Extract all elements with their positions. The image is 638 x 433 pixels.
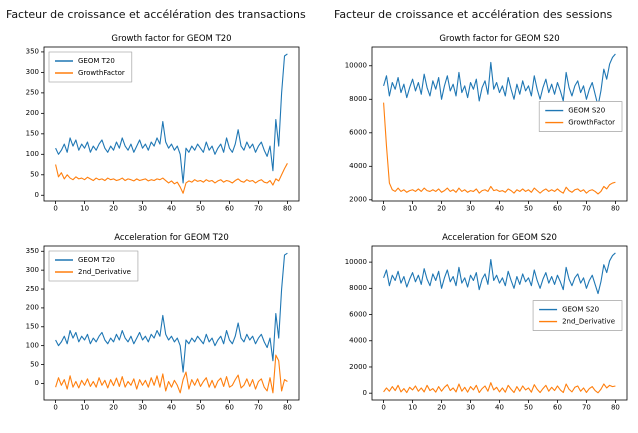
sessions-column: Facteur de croissance et accélération de… [334,6,636,426]
growth-s20-canvas [334,28,634,218]
acceleration-s20-chart [334,227,636,417]
transactions-column: Facteur de croissance et accélération de… [6,6,308,426]
growth-s20-chart [334,28,636,218]
growth-t20-chart [6,28,308,218]
acceleration-s20-canvas [334,227,634,417]
transactions-header: Facteur de croissance et accélération de… [6,8,306,21]
sessions-header: Facteur de croissance et accélération de… [334,8,613,21]
growth-t20-canvas [6,28,306,218]
acceleration-t20-canvas [6,227,306,417]
acceleration-t20-chart [6,227,308,417]
